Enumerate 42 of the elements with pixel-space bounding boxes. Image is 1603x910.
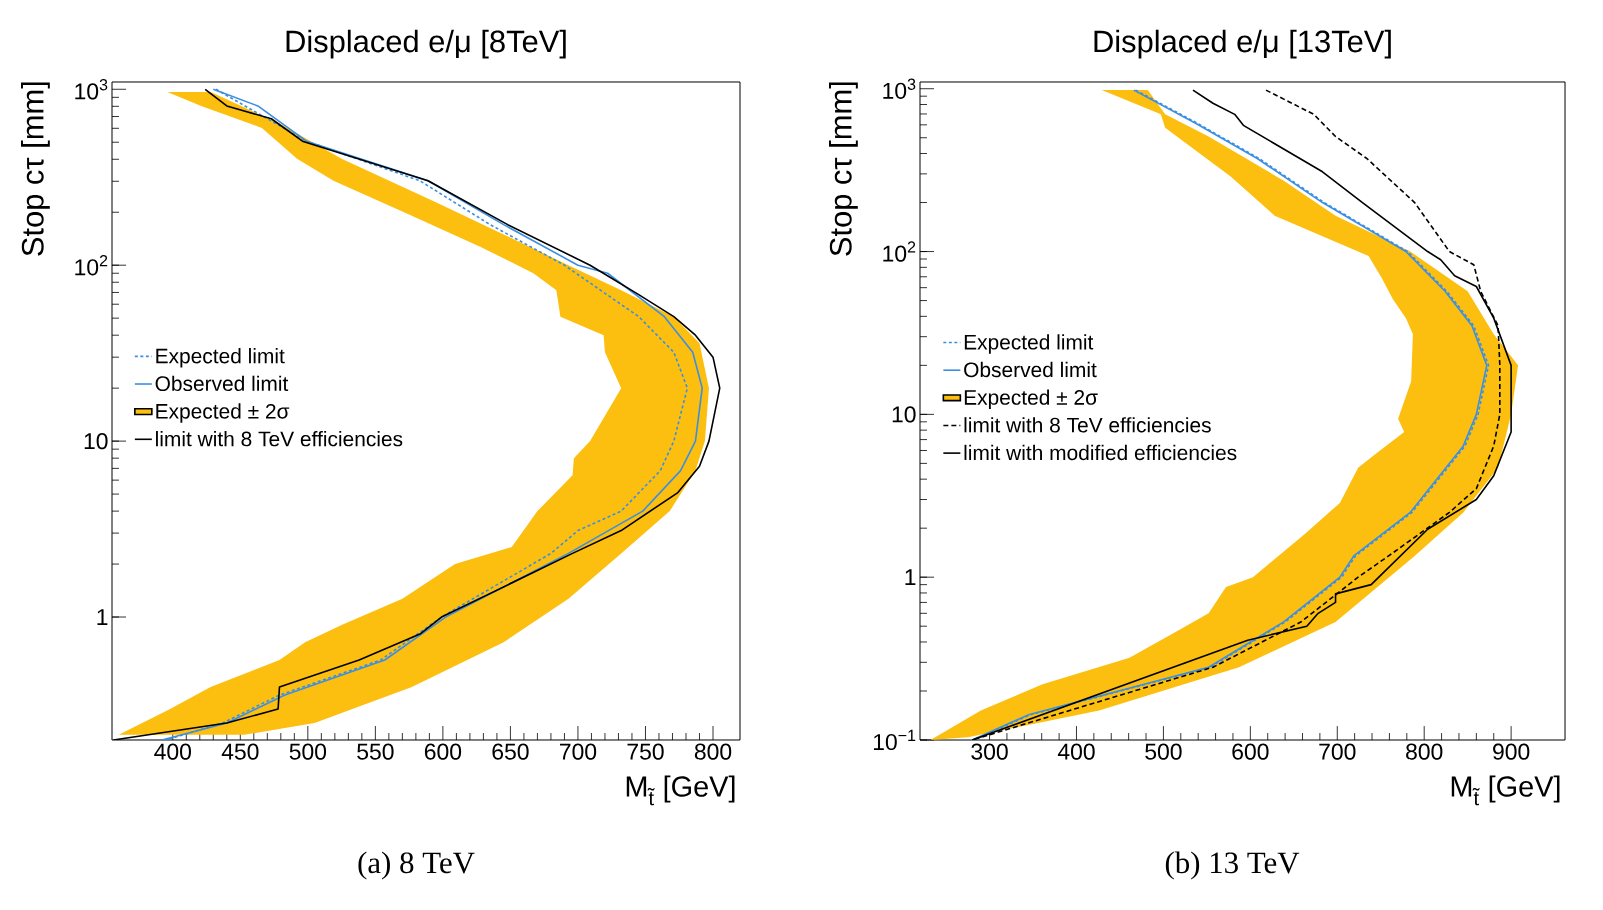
chart-title: Displaced e/μ [8TeV] — [286, 29, 566, 59]
x-tick-label: 500 — [289, 743, 327, 760]
legend-label: limit with 8 TeV efficiencies — [964, 417, 1211, 433]
y-tick-label: 10$^{2}$ — [75, 254, 108, 276]
x-tick-label: 700 — [560, 743, 597, 760]
y-tick-label: 10$^{3}$ — [75, 79, 108, 100]
x-tick-label: 600 — [1232, 743, 1269, 760]
x-tick-label: 800 — [1406, 743, 1443, 760]
x-tick-label: 450 — [221, 743, 259, 760]
x-tick-label: 550 — [357, 743, 394, 760]
y-tick-label: 10 — [84, 433, 108, 450]
legend-label: limit with 8 TeV efficiencies — [156, 430, 403, 447]
x-tick-label: 900 — [1493, 743, 1530, 760]
y-tick-label: 1 — [905, 569, 916, 586]
x-tick-label: 500 — [1145, 743, 1182, 760]
x-tick-label: 650 — [492, 743, 529, 760]
x-axis-title: M$_{t̃}$ [GeV] — [626, 775, 735, 806]
y-tick-label: 10$^{2}$ — [883, 241, 916, 262]
legend-label: Expected ± 2σ — [156, 403, 290, 423]
x-tick-label: 600 — [424, 743, 462, 760]
y-tick-label: 1 — [97, 609, 108, 625]
y-axis-title: Stop cτ [mm] — [21, 82, 50, 256]
x-tick-label: 750 — [627, 743, 664, 760]
x-tick-label: 700 — [1319, 743, 1356, 760]
legend-label: limit with modified efficiencies — [964, 444, 1237, 461]
x-tick-label: 300 — [971, 743, 1008, 760]
x-tick-label: 400 — [1057, 743, 1095, 760]
text: (b) 13 TeV — [1165, 851, 1300, 880]
legend-label: Expected limit — [156, 348, 285, 368]
x-axis-title: M$_{t̃}$ [GeV] — [1451, 775, 1560, 806]
y-tick-label: 10$^{−1}$ — [873, 729, 916, 751]
legend-label: Observed limit — [964, 361, 1097, 378]
y-tick-label: 10$^{3}$ — [883, 78, 916, 99]
legend-label: Expected ± 2σ — [964, 389, 1098, 410]
text: (a) 8 TeV — [358, 851, 475, 880]
y-tick-label: 10 — [892, 406, 916, 423]
legend-label: Expected limit — [964, 334, 1094, 354]
legend-label: Observed limit — [155, 375, 289, 392]
chart-title: Displaced e/μ [13TeV] — [1094, 29, 1391, 59]
y-axis-title: Stop cτ [mm] — [829, 82, 858, 256]
x-tick-label: 400 — [154, 743, 191, 760]
x-tick-label: 800 — [694, 743, 732, 760]
